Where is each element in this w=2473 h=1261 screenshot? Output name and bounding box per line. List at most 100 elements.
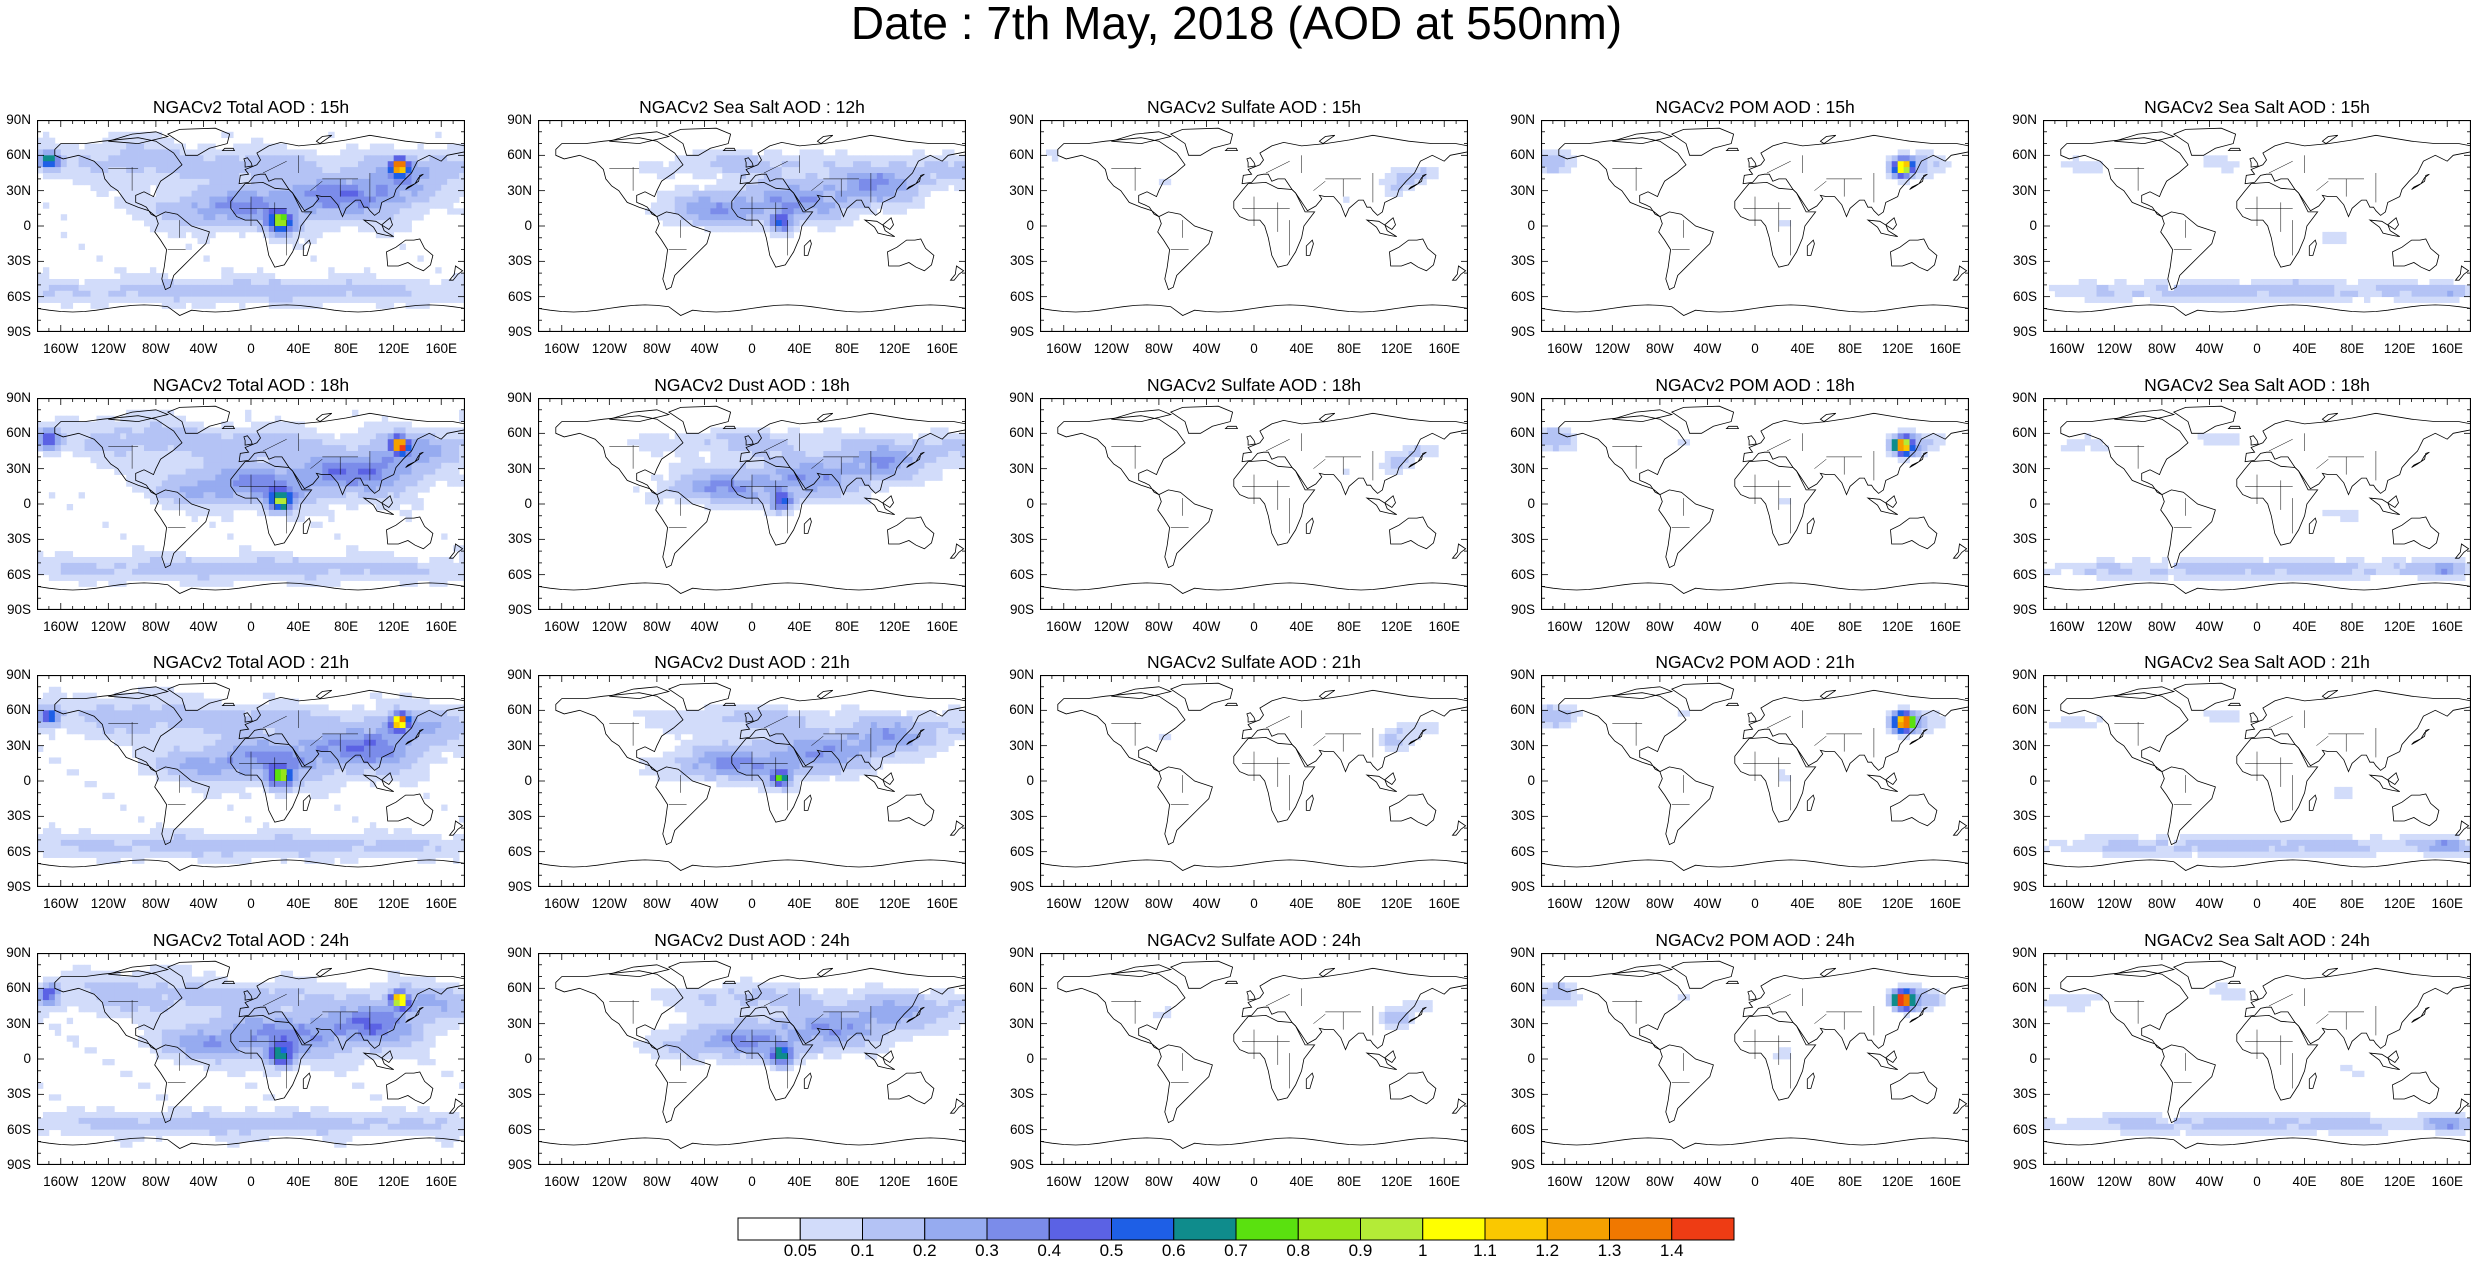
lon-tick-label: 120E (2383, 619, 2416, 634)
axis-ticks (1541, 120, 1969, 332)
lon-tick-label: 120W (1093, 896, 1129, 911)
lat-tick-label: 90S (6, 879, 31, 894)
aod-field (37, 409, 465, 587)
coastlines (2043, 960, 2471, 1149)
colorbar-swatch (1546, 1217, 1610, 1241)
lat-tick-label: 30S (2012, 1086, 2037, 1102)
panel-title: NGACv2 POM AOD : 21h (1655, 652, 1855, 672)
aod-field (1541, 427, 1946, 505)
lat-tick-label: 0 (1527, 218, 1535, 233)
lon-tick-label: 80W (1144, 341, 1173, 356)
lat-tick-label: 90S (6, 1157, 31, 1172)
lon-tick-label: 160W (544, 341, 580, 356)
lon-tick-label: 40E (787, 896, 812, 911)
panel-title: NGACv2 POM AOD : 24h (1655, 930, 1855, 950)
lat-tick-label: 90N (507, 945, 532, 960)
lat-tick-label: 30S (1009, 1086, 1034, 1102)
aod-map-panel (37, 398, 465, 610)
lon-tick-label: 120W (591, 896, 627, 911)
lon-tick-label: 0 (1250, 341, 1258, 356)
lat-tick-label: 60N (1009, 702, 1034, 718)
lon-tick-label: 160E (425, 341, 457, 356)
coastlines (37, 960, 465, 1149)
lon-tick-label: 120W (1594, 341, 1630, 356)
lat-tick-label: 60N (507, 147, 532, 163)
lat-tick-label: 90S (507, 602, 532, 617)
colorbar-swatch (799, 1217, 863, 1241)
lat-tick-label: 30N (6, 1015, 31, 1031)
lat-tick-label: 90N (6, 667, 31, 682)
lon-tick-label: 40W (2195, 341, 2224, 356)
lat-tick-label: 60N (2012, 980, 2037, 996)
lon-tick-label: 40E (1289, 896, 1314, 911)
lon-tick-label: 0 (748, 896, 756, 911)
lon-tick-label: 40E (1289, 1174, 1314, 1189)
lon-tick-label: 80E (334, 341, 359, 356)
panel-title: NGACv2 Sea Salt AOD : 21h (2144, 652, 2370, 672)
lat-tick-label: 30N (1009, 737, 1034, 753)
lat-tick-label: 60N (1009, 147, 1034, 163)
axis-ticks (1040, 953, 1468, 1165)
panel-title: NGACv2 Sulfate AOD : 18h (1147, 375, 1361, 395)
lat-tick-label: 60S (2012, 288, 2037, 304)
colorbar-label: 1.3 (1597, 1241, 1622, 1260)
lat-tick-label: 0 (1026, 1051, 1034, 1066)
lon-tick-label: 40E (286, 896, 311, 911)
lon-tick-label: 80E (1337, 619, 1362, 634)
lon-tick-label: 160W (43, 341, 79, 356)
aod-field (1152, 1000, 1433, 1030)
lon-tick-label: 0 (1751, 341, 1759, 356)
lon-tick-label: 120E (1881, 619, 1914, 634)
lat-tick-label: 0 (23, 773, 31, 788)
lon-tick-label: 40W (690, 341, 719, 356)
lat-tick-label: 90S (2012, 324, 2037, 339)
colorbar-label: 0.5 (1099, 1241, 1124, 1260)
lat-tick-label: 60S (507, 288, 532, 304)
lat-tick-label: 90S (1510, 879, 1535, 894)
aod-field (37, 131, 465, 309)
lat-tick-label: 90N (2012, 390, 2037, 405)
coastlines (538, 127, 966, 316)
lon-tick-label: 40E (1790, 341, 1815, 356)
aod-map-panel (1541, 953, 1969, 1165)
aod-field (633, 704, 966, 794)
lat-tick-label: 60S (1009, 566, 1034, 582)
lon-tick-label: 80E (1838, 1174, 1863, 1189)
colorbar-swatch (1173, 1217, 1237, 1241)
colorbar-label: 0.05 (783, 1241, 817, 1260)
colorbar-label: 0.8 (1286, 1241, 1311, 1260)
lon-tick-label: 80W (642, 896, 671, 911)
lon-tick-label: 80E (1838, 341, 1863, 356)
panel-title: NGACv2 Sulfate AOD : 21h (1147, 652, 1361, 672)
lat-tick-label: 60S (1009, 1121, 1034, 1137)
lon-tick-label: 0 (2253, 896, 2261, 911)
coastlines (37, 405, 465, 594)
axis-ticks (1541, 675, 1969, 887)
lon-tick-label: 40W (690, 1174, 719, 1189)
coastlines (2043, 127, 2471, 316)
aod-field (1045, 149, 1439, 203)
aod-field (2043, 710, 2471, 858)
lat-tick-label: 60S (507, 1121, 532, 1137)
coastlines (37, 682, 465, 871)
lon-tick-label: 160E (1428, 1174, 1460, 1189)
panel-title: NGACv2 Dust AOD : 24h (654, 930, 850, 950)
lon-tick-label: 120W (1093, 619, 1129, 634)
coastlines (538, 960, 966, 1149)
lon-tick-label: 0 (247, 896, 255, 911)
lon-tick-label: 160E (2431, 1174, 2463, 1189)
axis-ticks (538, 120, 966, 332)
lat-tick-label: 30N (507, 1015, 532, 1031)
lon-tick-label: 40W (1192, 1174, 1221, 1189)
lon-tick-label: 40E (1289, 341, 1314, 356)
lat-tick-label: 30N (507, 460, 532, 476)
panel-title: NGACv2 Total AOD : 15h (152, 97, 350, 117)
lon-tick-label: 80W (1645, 619, 1674, 634)
lon-tick-label: 80W (1645, 1174, 1674, 1189)
axis-ticks (1040, 398, 1468, 610)
lon-tick-label: 80W (642, 1174, 671, 1189)
colorbar-swatch (1048, 1217, 1112, 1241)
lon-tick-label: 160E (425, 896, 457, 911)
lon-tick-label: 80E (2340, 896, 2365, 911)
lon-tick-label: 120E (1881, 341, 1914, 356)
